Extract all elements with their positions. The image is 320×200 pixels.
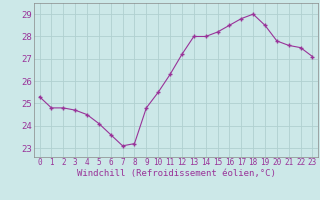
X-axis label: Windchill (Refroidissement éolien,°C): Windchill (Refroidissement éolien,°C) [76,169,276,178]
